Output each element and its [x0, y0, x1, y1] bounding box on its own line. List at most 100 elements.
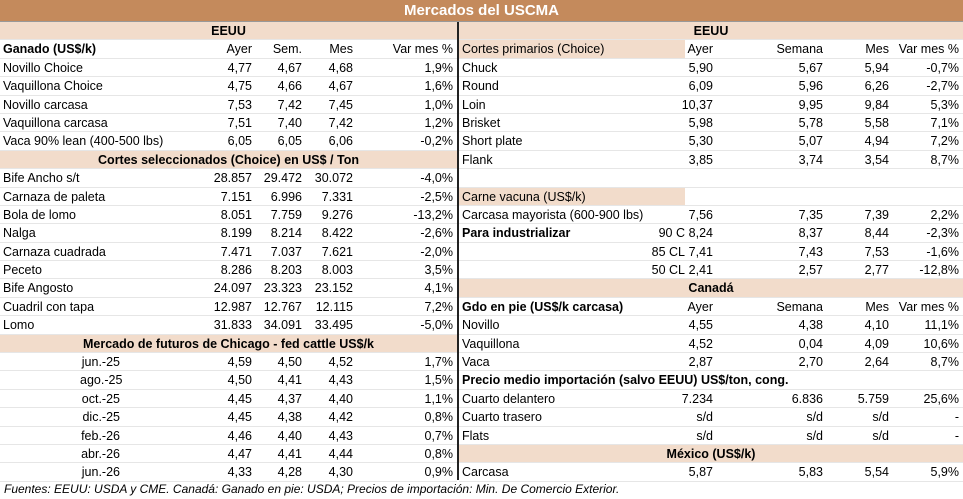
row-value: 12.767 [263, 299, 302, 314]
row-value: - [954, 428, 959, 443]
table-row: Bife Ancho s/t 28.857 29.472 30.072 -4,0% [0, 169, 457, 188]
row-value: 34.091 [263, 318, 302, 333]
row-label: jun.-25 [81, 355, 120, 370]
row-label: Bola de lomo [3, 207, 76, 222]
table-row: Carnaza cuadrada 7.471 7.037 7.621 -2,0% [0, 243, 457, 262]
row-value: 8.203 [270, 263, 302, 278]
row-value: 1,5% [424, 373, 454, 388]
row-value: 7.759 [270, 207, 302, 222]
importacion-table: Cuarto delantero 7.234 6.836 5.759 25,6% Cuar… [459, 390, 963, 445]
row-value: 4,77 [227, 60, 252, 75]
row-value: 4,45 [227, 391, 252, 406]
primarios-header-semana: Semana [776, 42, 823, 57]
section-eeuu-right: EEUU [459, 22, 963, 41]
row-value: 4,75 [227, 79, 252, 94]
row-value: 5,3% [930, 97, 960, 112]
row-value: 4,33 [227, 465, 252, 480]
row-value: -0,7% [926, 60, 959, 75]
table-row: Flank 3,85 3,74 3,54 8,7% [459, 151, 963, 170]
table-row: dic.-25 4,45 4,38 4,42 0,8% [0, 408, 457, 427]
row-label: Short plate [462, 134, 523, 149]
row-value: 0,8% [424, 446, 454, 461]
row-value: 5,83 [798, 465, 823, 480]
row-value: 9.276 [321, 207, 353, 222]
row-value: 2,87 [688, 355, 713, 370]
row-value: 7,2% [930, 134, 960, 149]
primarios-header-mes: Mes [865, 42, 889, 57]
row-value: 4,09 [864, 336, 889, 351]
row-label: abr.-26 [81, 446, 120, 461]
row-value: 3,85 [688, 152, 713, 167]
table-row: Cuadril con tapa 12.987 12.767 12.115 7,2% [0, 298, 457, 317]
row-value: -13,2% [413, 207, 453, 222]
row-label: Bife Ancho s/t [3, 171, 80, 186]
canada-table: Novillo 4,55 4,38 4,10 11,1% Vaquillona 4,52 0,… [459, 316, 963, 372]
row-value: 4,59 [227, 355, 252, 370]
section-cortes: Cortes seleccionados (Choice) en US$ / T… [0, 150, 457, 170]
table-row: Vaca 2,87 2,70 2,64 8,7% [459, 353, 963, 372]
table-row: Novillo carcasa 7,53 7,42 7,45 1,0% [0, 96, 457, 114]
table-row: 85 CL 7,41 7,43 7,53 -1,6% [459, 243, 963, 262]
row-value: 8.051 [220, 207, 252, 222]
row-value: 8,7% [930, 355, 960, 370]
table-row: Lomo 31.833 34.091 33.495 -5,0% [0, 316, 457, 335]
row-value: 2,41 [688, 263, 713, 278]
row-value: 8.214 [270, 226, 302, 241]
row-value: 7,2% [424, 299, 454, 314]
row-label: Vaquillona carcasa [3, 115, 108, 130]
carne-vacuna-title-row: Carne vacuna (US$/k) [459, 187, 963, 206]
row-label: Flats [462, 428, 490, 443]
empty-row [459, 169, 963, 188]
row-value: 5,98 [688, 115, 713, 130]
cortes-table: Bife Ancho s/t 28.857 29.472 30.072 -4,0% Car… [0, 169, 457, 335]
row-value: 9,95 [798, 97, 823, 112]
sources-footer: Fuentes: EEUU: USDA y CME. Canadá: Ganad… [4, 482, 620, 496]
right-panel: EEUU Cortes primarios (Choice) Ayer Sema… [459, 22, 963, 482]
ganado-header-row: Ganado (US$/k) Ayer Sem. Mes Var mes % [0, 40, 457, 59]
table-row: Vaquillona 4,52 0,04 4,09 10,6% [459, 335, 963, 354]
row-label: Vaca [462, 355, 490, 370]
row-value: 4,41 [277, 373, 302, 388]
primarios-header-row: Cortes primarios (Choice) Ayer Semana Me… [459, 40, 963, 59]
row-label: Novillo [462, 318, 500, 333]
row-value: 5.759 [857, 391, 889, 406]
row-value: 23.152 [314, 281, 353, 296]
row-value: 8.286 [220, 263, 252, 278]
importacion-title-row: Precio medio importación (salvo EEUU) US… [459, 371, 963, 390]
row-label: Novillo carcasa [3, 97, 88, 112]
row-label: Novillo Choice [3, 60, 83, 75]
row-value: 4,67 [277, 60, 302, 75]
row-value: 3,54 [864, 152, 889, 167]
row-value: 7,41 [688, 244, 713, 259]
row-value: 31.833 [213, 318, 252, 333]
table-row: oct.-25 4,45 4,37 4,40 1,1% [0, 390, 457, 409]
row-value: 4,45 [227, 410, 252, 425]
row-value: -0,2% [420, 134, 453, 149]
row-label: Cuadril con tapa [3, 299, 95, 314]
row-value: 4,50 [277, 355, 302, 370]
row-value: 9,84 [864, 97, 889, 112]
row-label: Cuarto delantero [462, 391, 556, 406]
row-value: 4,47 [227, 446, 252, 461]
row-value: 4,38 [798, 318, 823, 333]
row-label: Peceto [3, 263, 42, 278]
row-value: 7.331 [321, 189, 353, 204]
row-value: 7,42 [277, 97, 302, 112]
row-value: 7.037 [270, 244, 302, 259]
row-value: 6,06 [328, 134, 353, 149]
primarios-header-ayer: Ayer [687, 42, 713, 57]
row-value: -2,7% [926, 79, 959, 94]
section-mexico: México (US$/k) [459, 444, 963, 464]
row-value: -12,8% [919, 263, 959, 278]
row-value: -5,0% [420, 318, 453, 333]
canada-header-row: Gdo en pie (US$/k carcasa) Ayer Semana M… [459, 298, 963, 317]
row-value: 0,8% [424, 410, 454, 425]
row-value: 8.003 [321, 263, 353, 278]
row-value: s/d [696, 410, 713, 425]
row-value: 6,05 [227, 134, 252, 149]
row-label: Round [462, 79, 499, 94]
table-row: Novillo 4,55 4,38 4,10 11,1% [459, 316, 963, 335]
row-value: s/d [872, 410, 889, 425]
table-row: Loin 10,37 9,95 9,84 5,3% [459, 96, 963, 114]
row-value: 4,28 [277, 465, 302, 480]
